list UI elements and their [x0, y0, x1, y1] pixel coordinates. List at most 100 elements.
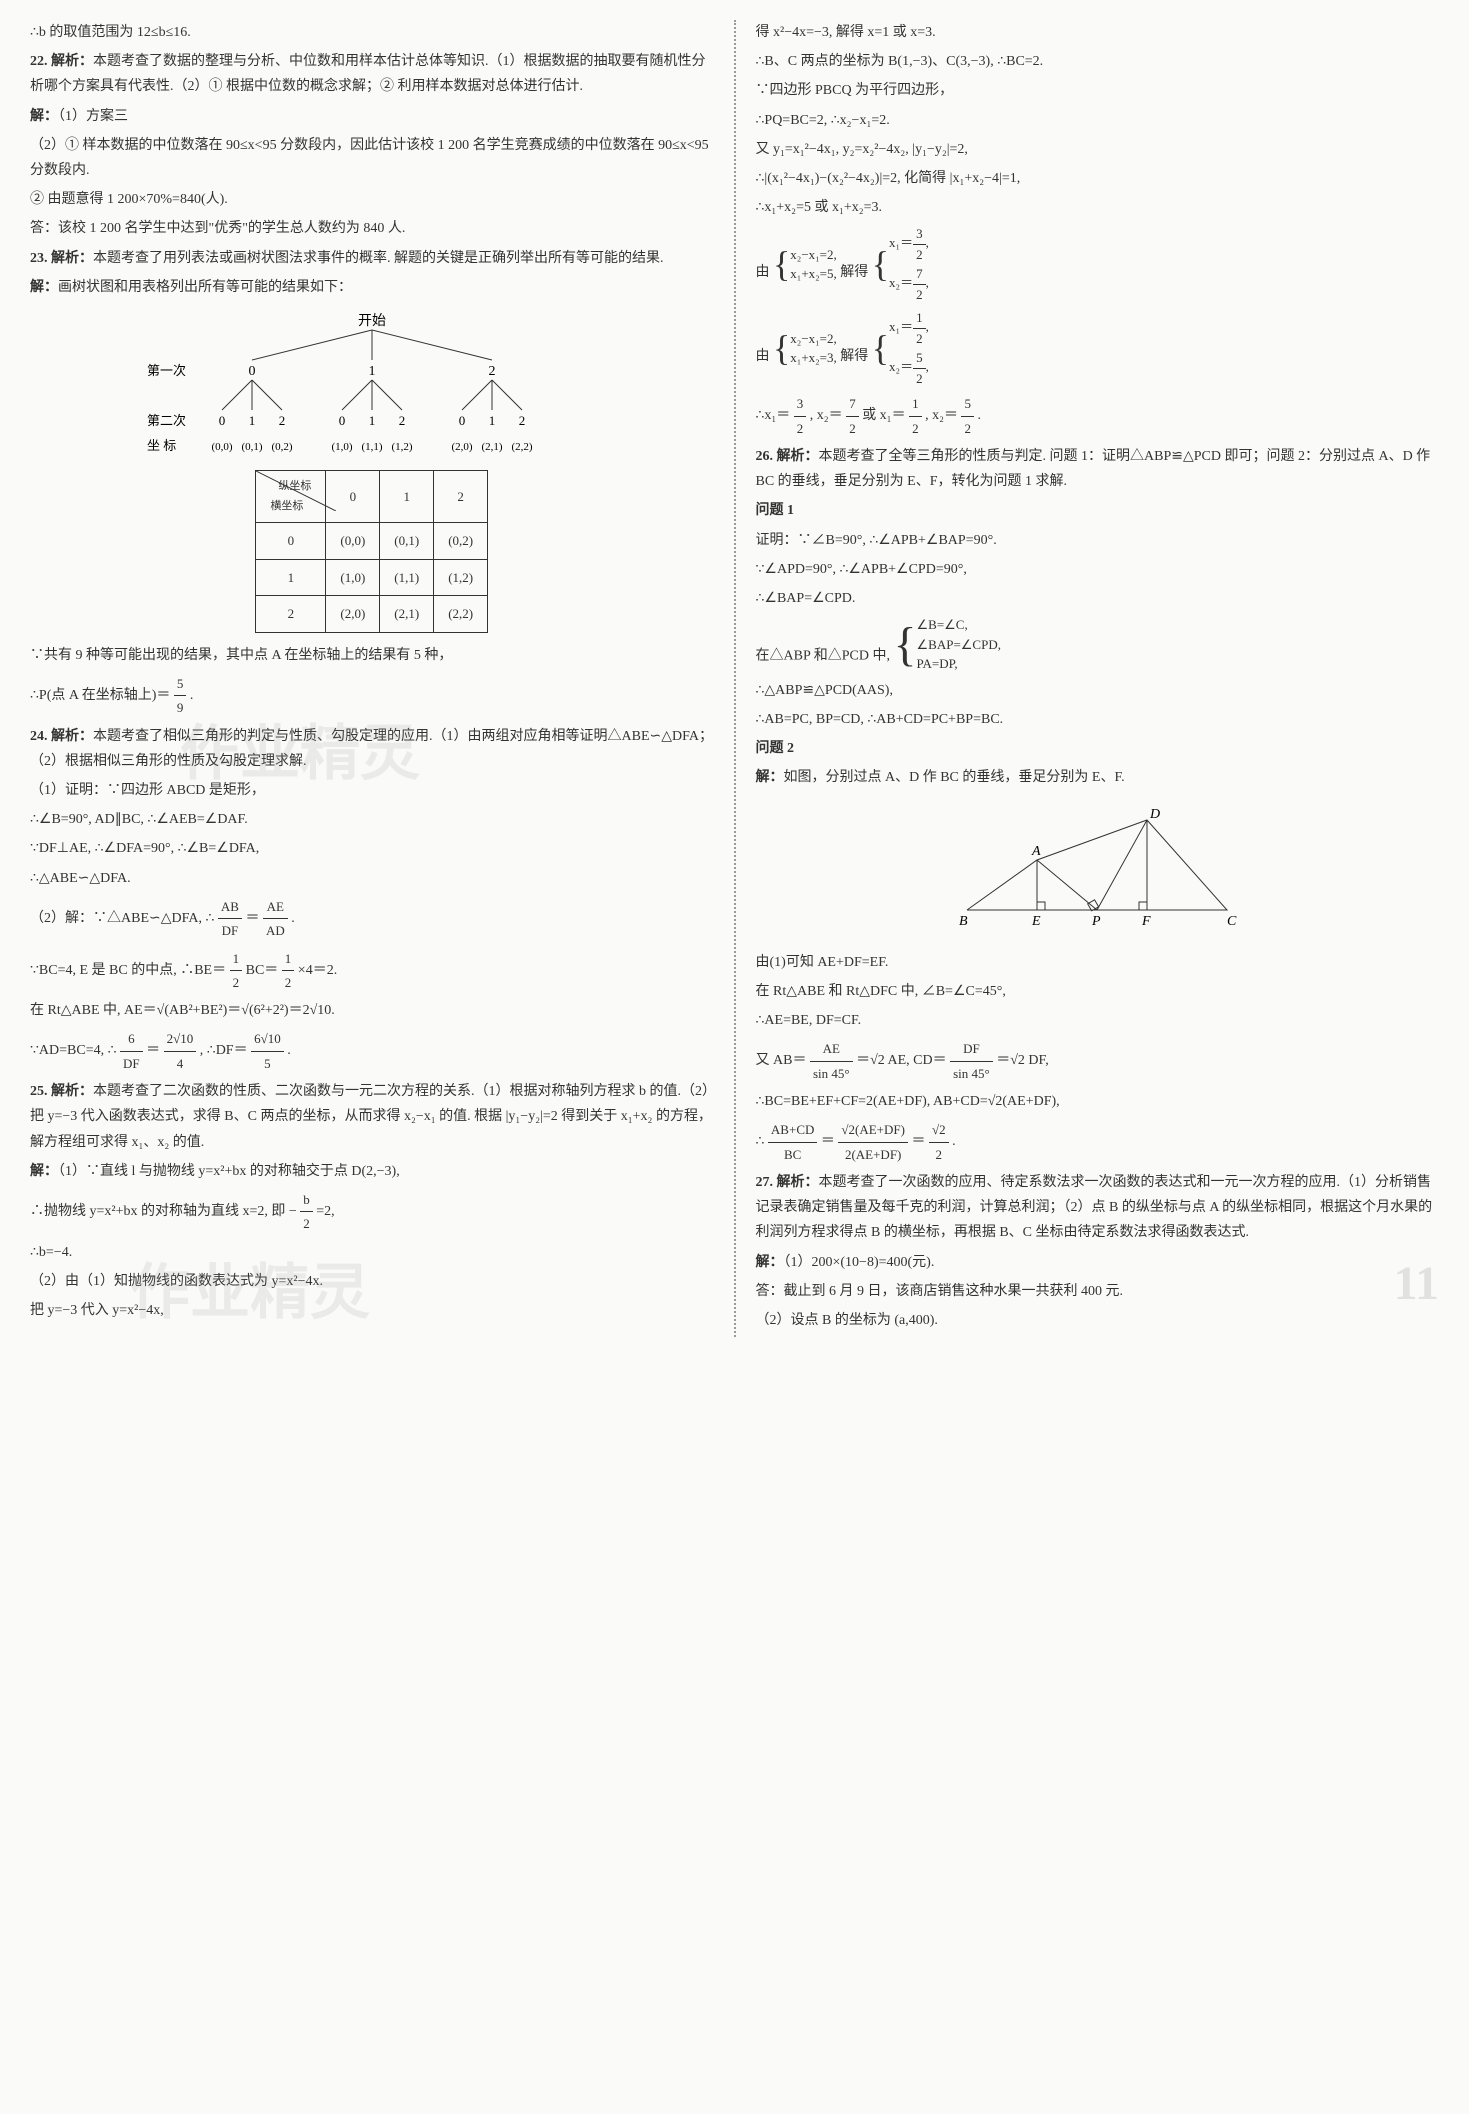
- num: 5: [174, 672, 187, 696]
- q27-s2: 答：截止到 6 月 9 日，该商店销售这种水果一共获利 400 元.: [756, 1279, 1440, 1304]
- n: AB: [218, 895, 242, 919]
- t: x₂＝: [889, 359, 913, 374]
- q22-sol1: 解：（1）方案三: [30, 104, 714, 129]
- q26-text: 本题考查了全等三角形的性质与判定. 问题 1：证明△ABP≌△PCD 即可；问题…: [756, 449, 1431, 489]
- sol-label: 解：: [30, 1164, 58, 1179]
- d: 2: [846, 417, 859, 440]
- d: 2: [913, 245, 926, 265]
- t: 如图，分别过点 A、D 作 BC 的垂线，垂足分别为 E、F.: [784, 770, 1125, 785]
- coord: (1,0): [331, 441, 352, 453]
- sol-text: 画树状图和用表格列出所有等可能的结果如下：: [58, 280, 352, 295]
- label-c: C: [1227, 914, 1237, 929]
- n: 7: [913, 264, 926, 285]
- cell: (0,1): [380, 523, 434, 559]
- coord-label: 坐 标: [147, 438, 176, 453]
- d: AD: [263, 919, 288, 942]
- q25-s3: ∴b=−4.: [30, 1240, 714, 1265]
- t: 又 AB＝: [756, 1053, 807, 1068]
- bracket-system: { x₂−x₁=2,x₁+x₂=3,: [773, 329, 837, 368]
- d: 2(AE+DF): [838, 1143, 908, 1166]
- t: x₁＝: [889, 319, 913, 334]
- d: DF: [218, 919, 242, 942]
- col-header: 2: [434, 470, 488, 523]
- brace-icon: {: [872, 248, 889, 280]
- level2-label: 第二次: [147, 413, 186, 428]
- diagonal-header: 纵坐标 横坐标: [256, 470, 326, 523]
- t: 解得: [840, 349, 868, 364]
- brace-icon: {: [773, 332, 790, 364]
- sol-label: 解：: [756, 1255, 784, 1270]
- n: √2: [929, 1118, 949, 1142]
- d: 2: [282, 971, 295, 994]
- d: 2: [929, 1143, 949, 1166]
- t: ∴抛物线 y=x²+bx 的对称轴为直线 x=2, 即 −: [30, 1204, 297, 1219]
- t: .: [291, 911, 295, 926]
- geometry-figure: A D B E P F C: [756, 800, 1440, 939]
- coord: (2,1): [481, 441, 502, 453]
- fraction: 32: [913, 224, 926, 264]
- fraction: 12: [282, 947, 295, 995]
- fraction: 12: [230, 947, 243, 995]
- r5: 又 y₁=x₁²−4x₁, y₂=x₂²−4x₂, |y₁−y₂|=2,: [756, 137, 1440, 162]
- coord: (1,1): [361, 441, 382, 453]
- q22-analysis: 22. 解析：本题考查了数据的整理与分析、中位数和用样本估计总体等知识.（1）根…: [30, 49, 714, 99]
- n: √2(AE+DF): [838, 1118, 908, 1142]
- q26-p2c: 在 Rt△ABE 和 Rt△DFC 中, ∠B=∠C=45°,: [756, 979, 1440, 1004]
- t: ,: [926, 359, 929, 374]
- tree-svg: 开始 第一次 0 1 2 第二次 0 1 2 0 1 2 0 1 2: [132, 310, 612, 460]
- leaf: 0: [459, 413, 466, 428]
- sol-label: 解：: [30, 280, 58, 295]
- t: 解得: [840, 265, 868, 280]
- sol-text: （1）方案三: [58, 109, 128, 124]
- leaf: 0: [219, 413, 226, 428]
- coord: (2,0): [451, 441, 472, 453]
- fraction: 6DF: [120, 1027, 143, 1075]
- bracket-system: { x₂−x₁=2,x₁+x₂=5,: [773, 245, 837, 284]
- q25-s1: 解：（1）∵直线 l 与抛物线 y=x²+bx 的对称轴交于点 D(2,−3),: [30, 1159, 714, 1184]
- cell: (2,1): [380, 596, 434, 632]
- q22-sol2: （2）① 样本数据的中位数落在 90≤x<95 分数段内，因此估计该校 1 20…: [30, 133, 714, 183]
- n: 6√10: [251, 1027, 284, 1051]
- t: , x₂＝: [810, 408, 843, 423]
- fraction: 32: [794, 392, 807, 440]
- q23-analysis: 23. 解析：本题考查了用列表法或画树状图法求事件的概率. 解题的关键是正确列举…: [30, 246, 714, 271]
- d: 2: [961, 417, 974, 440]
- t: （1）200×(10−8)=400(元).: [784, 1255, 935, 1270]
- n: DF: [950, 1037, 993, 1061]
- n: AE: [263, 895, 288, 919]
- n: 1: [230, 947, 243, 971]
- t: x₁＝: [889, 235, 913, 250]
- leaf: 1: [489, 413, 496, 428]
- fraction: 72: [846, 392, 859, 440]
- label-e: E: [1031, 914, 1041, 929]
- leaf: 2: [519, 413, 526, 428]
- t: ＝: [245, 911, 259, 926]
- d: sin 45°: [950, 1062, 993, 1085]
- t: ＝: [146, 1044, 160, 1059]
- label-f: F: [1141, 914, 1151, 929]
- d: BC: [768, 1143, 817, 1166]
- fraction: 52: [913, 348, 926, 388]
- cell: (1,2): [434, 559, 488, 595]
- fraction: 6√105: [251, 1027, 284, 1075]
- cell: (0,0): [326, 523, 380, 559]
- n: 5: [913, 348, 926, 369]
- q26-p1e: ∴AB=PC, BP=CD, ∴AB+CD=PC+BP=BC.: [756, 707, 1440, 732]
- n: 1: [282, 947, 295, 971]
- system1: 由 { x₂−x₁=2,x₁+x₂=5, 解得 { x₁＝32, x₂＝72,: [756, 224, 1440, 304]
- d: 5: [251, 1052, 284, 1075]
- r6: ∴|(x₁²−4x₁)−(x₂²−4x₂)|=2, 化简得 |x₁+x₂−4|=…: [756, 166, 1440, 191]
- fraction: AEAD: [263, 895, 288, 943]
- q26-p1c: ∴∠BAP=∠CPD.: [756, 586, 1440, 611]
- t: ＝√2 AE, CD＝: [856, 1053, 947, 1068]
- t: .: [952, 1134, 956, 1149]
- d: DF: [120, 1052, 143, 1075]
- t: x₂＝: [889, 275, 913, 290]
- fraction: DFsin 45°: [950, 1037, 993, 1085]
- system2: 由 { x₂−x₁=2,x₁+x₂=3, 解得 { x₁＝12, x₂＝52,: [756, 308, 1440, 388]
- coord: (0,1): [241, 441, 262, 453]
- den: 9: [174, 696, 187, 719]
- suffix: .: [190, 688, 194, 703]
- q27-text: 本题考查了一次函数的应用、待定系数法求一次函数的表达式和一元一次方程的应用.（1…: [756, 1175, 1433, 1240]
- n: 2√10: [164, 1027, 197, 1051]
